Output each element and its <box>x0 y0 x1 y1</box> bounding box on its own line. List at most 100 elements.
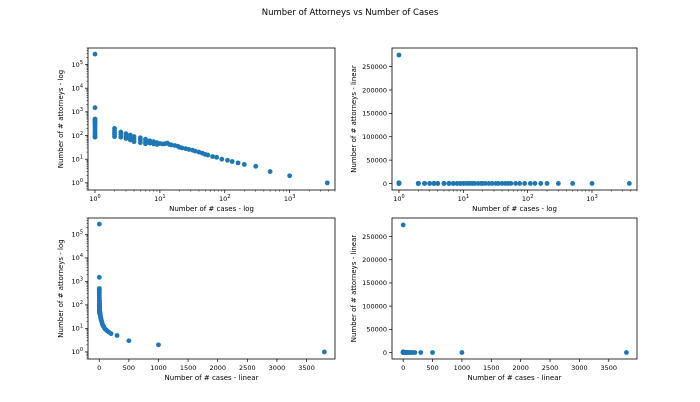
x-tick-label: 3500 <box>601 364 618 372</box>
data-point <box>499 181 505 186</box>
y-tick-label: 102 <box>72 300 83 309</box>
data-point <box>192 148 198 154</box>
y-tick-label: 200000 <box>362 256 387 264</box>
y-tick-label: 103 <box>72 277 83 286</box>
data-point <box>570 181 576 186</box>
data-point <box>147 140 153 146</box>
data-point <box>508 181 514 186</box>
y-tick-label: 104 <box>72 84 83 93</box>
y-tick-label: 200000 <box>362 86 387 94</box>
x-tick-label: 103 <box>284 194 295 203</box>
y-tick-label: 50000 <box>366 156 387 164</box>
data-point <box>400 222 406 228</box>
x-tick-label: 1500 <box>483 364 500 372</box>
data-point <box>205 152 211 158</box>
x-tick-label: 101 <box>458 194 469 203</box>
y-tick-label: 150000 <box>362 279 387 287</box>
data-point <box>123 136 129 141</box>
data-point <box>118 134 124 140</box>
y-tick-label: 104 <box>72 253 83 262</box>
x-tick-label: 103 <box>586 194 597 203</box>
data-point <box>431 181 437 186</box>
data-point <box>210 154 216 159</box>
data-point <box>459 350 465 355</box>
data-point <box>446 181 452 186</box>
data-point <box>143 141 148 147</box>
y-tick-label: 0 <box>383 180 387 188</box>
data-point <box>441 181 447 186</box>
y-tick-label: 250000 <box>362 63 387 71</box>
data-point <box>513 181 519 186</box>
data-point <box>92 51 98 57</box>
data-point <box>131 139 137 145</box>
data-point <box>324 180 330 186</box>
data-point <box>92 134 98 140</box>
y-tick-label: 100 <box>72 178 83 187</box>
data-point <box>214 154 220 160</box>
data-point <box>156 342 161 348</box>
y-tick-label: 0 <box>383 349 387 357</box>
data-point <box>422 181 427 186</box>
x-tick-label: 2500 <box>542 364 559 372</box>
subplot-2: 100 101 102 103 0 50000 100000 150000 200000 2500… <box>350 47 638 213</box>
data-point <box>92 105 98 111</box>
x-tick-label: 0 <box>401 364 405 372</box>
data-point <box>219 156 225 162</box>
x-axis-label: Number of # cases - log <box>169 205 254 213</box>
x-tick-label: 2500 <box>239 364 256 372</box>
x-axis-label: Number of # cases - linear <box>468 374 562 382</box>
x-axis-label: Number of # cases - linear <box>165 374 259 382</box>
data-point <box>126 338 132 344</box>
data-point <box>527 181 533 186</box>
x-tick-label: 100 <box>393 194 404 203</box>
x-tick-label: 500 <box>426 364 438 372</box>
y-axis-label: Number of # attorneys - log <box>57 70 65 168</box>
data-point <box>287 173 293 179</box>
data-point <box>235 160 241 166</box>
data-point <box>522 181 528 186</box>
x-tick-label: 102 <box>522 194 533 203</box>
data-point <box>137 140 143 146</box>
y-tick-label: 250000 <box>362 233 387 241</box>
x-tick-label: 500 <box>123 364 135 372</box>
data-point <box>435 181 441 186</box>
x-tick-label: 0 <box>97 364 101 372</box>
data-point <box>427 181 433 186</box>
x-tick-label: 1500 <box>180 364 197 372</box>
data-point <box>267 169 273 174</box>
axes-frame <box>87 217 336 360</box>
data-point <box>450 181 456 186</box>
data-point <box>396 181 402 186</box>
y-tick-label: 103 <box>72 107 83 116</box>
x-tick-label: 102 <box>219 194 230 203</box>
subplot-grid: 100 101 102 103 100 101 102 103 104 105 Number of … <box>57 47 638 382</box>
x-tick-label: 3000 <box>269 364 286 372</box>
data-point <box>253 163 259 169</box>
y-axis-label: Number of # attorneys - linear <box>350 65 358 173</box>
axes-frame <box>391 47 638 191</box>
data-point <box>430 350 435 355</box>
data-point <box>321 349 327 355</box>
data-point <box>472 181 478 186</box>
y-tick-label: 101 <box>72 324 83 333</box>
data-point <box>112 134 117 140</box>
axes-frame <box>87 47 336 191</box>
x-tick-label: 100 <box>89 194 100 203</box>
data-point <box>396 52 402 58</box>
data-point <box>186 146 192 152</box>
x-tick-label: 1000 <box>150 364 167 372</box>
y-tick-label: 100 <box>72 347 83 356</box>
y-axis-label: Number of # attorneys - linear <box>350 235 358 343</box>
figure-title: Number of Attorneys vs Number of Cases <box>262 8 439 18</box>
y-tick-label: 100000 <box>362 133 387 141</box>
data-point <box>412 350 418 355</box>
x-tick-label: 3000 <box>571 364 588 372</box>
data-point <box>179 145 185 151</box>
data-point <box>127 137 133 143</box>
y-tick-label: 50000 <box>366 326 387 334</box>
data-point <box>517 181 523 186</box>
data-point <box>415 181 421 186</box>
data-point <box>624 350 629 355</box>
data-point <box>168 142 174 148</box>
